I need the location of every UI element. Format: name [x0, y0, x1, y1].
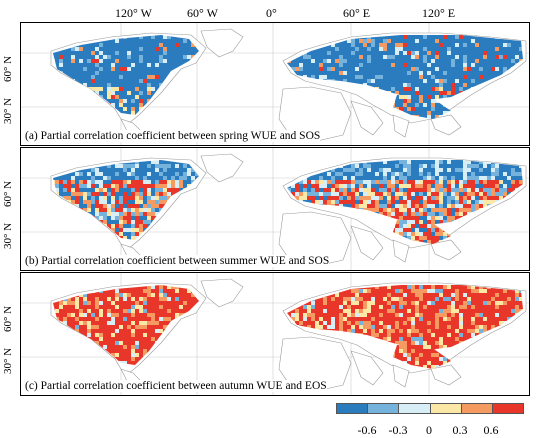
- land-outline: [431, 240, 461, 260]
- legend-tick: -0.6: [358, 423, 377, 438]
- lat-label-60n-c: 60° N: [2, 306, 14, 332]
- longitude-label-60w: 60° W: [187, 6, 218, 21]
- color-legend: -0.6 -0.3 0 0.3 0.6: [336, 403, 524, 414]
- lat-label-60n-b: 60° N: [2, 181, 14, 207]
- land-outline: [431, 115, 461, 135]
- legend-tick: 0: [426, 423, 432, 438]
- map-canvas-summer: [21, 148, 529, 270]
- panel-caption-summer: (b) Partial correlation coefficient betw…: [25, 255, 329, 267]
- legend-tick: 0.6: [484, 423, 499, 438]
- lat-label-30n-b: 30° N: [2, 223, 14, 249]
- lat-label-60n-a: 60° N: [2, 56, 14, 82]
- map-canvas-spring: [21, 23, 529, 145]
- legend-swatch: [462, 404, 493, 413]
- lat-label-30n-c: 30° N: [2, 348, 14, 374]
- map-panel-summer: (b) Partial correlation coefficient betw…: [20, 147, 530, 271]
- legend-swatch: [399, 404, 430, 413]
- legend-swatch: [337, 404, 368, 413]
- longitude-label-0: 0°: [266, 6, 277, 21]
- map-canvas-autumn: [21, 273, 529, 395]
- legend-swatch: [493, 404, 523, 413]
- land-outline: [431, 365, 461, 385]
- longitude-label-60e: 60° E: [343, 6, 370, 21]
- longitude-label-120w: 120° W: [115, 6, 152, 21]
- legend-swatch: [431, 404, 462, 413]
- map-panel-autumn: (c) Partial correlation coefficient betw…: [20, 272, 530, 396]
- panel-caption-spring: (a) Partial correlation coefficient betw…: [25, 130, 320, 142]
- legend-colorbar: [336, 403, 524, 414]
- panel-caption-autumn: (c) Partial correlation coefficient betw…: [25, 380, 327, 392]
- legend-tick: 0.3: [453, 423, 468, 438]
- lat-label-30n-a: 30° N: [2, 98, 14, 124]
- longitude-label-120e: 120° E: [422, 6, 455, 21]
- legend-tick: -0.3: [389, 423, 408, 438]
- map-panel-spring: (a) Partial correlation coefficient betw…: [20, 22, 530, 146]
- legend-swatch: [368, 404, 399, 413]
